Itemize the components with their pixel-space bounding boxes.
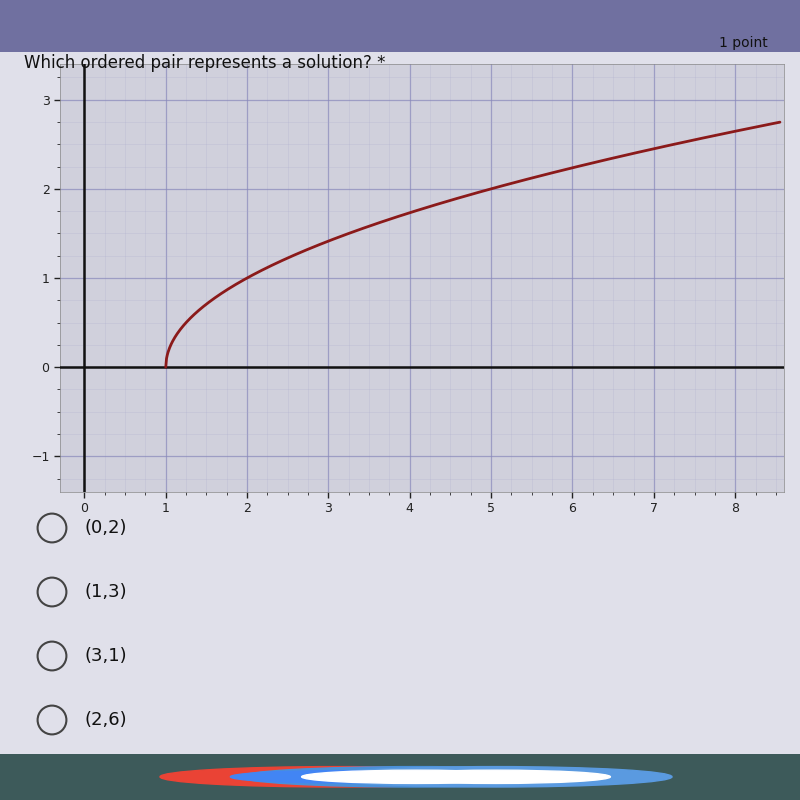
Circle shape xyxy=(160,766,512,787)
Text: (0,2): (0,2) xyxy=(84,519,126,537)
Text: (2,6): (2,6) xyxy=(84,711,126,729)
Circle shape xyxy=(302,770,530,783)
Circle shape xyxy=(382,770,610,783)
Circle shape xyxy=(320,766,672,787)
Circle shape xyxy=(230,770,442,783)
Text: 1 point: 1 point xyxy=(719,36,768,50)
Circle shape xyxy=(240,766,592,787)
Text: (3,1): (3,1) xyxy=(84,647,126,665)
Text: Which ordered pair represents a solution? *: Which ordered pair represents a solution… xyxy=(24,54,386,72)
Text: (1,3): (1,3) xyxy=(84,583,126,601)
